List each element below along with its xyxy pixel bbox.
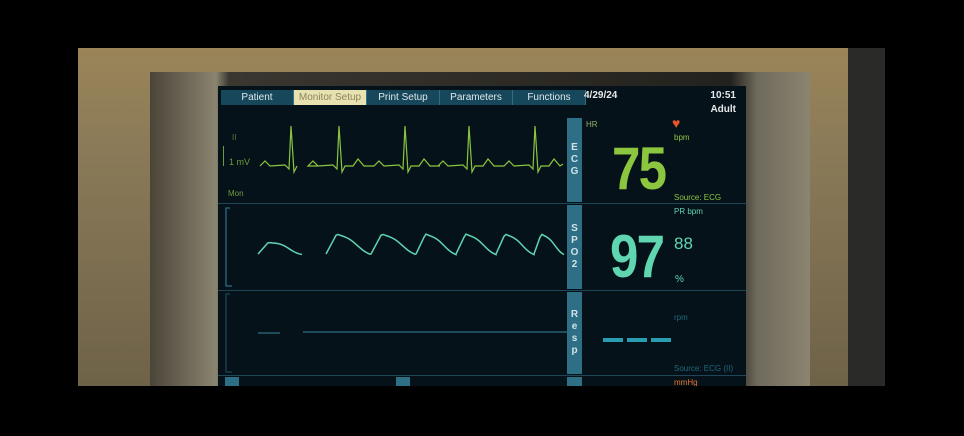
divider	[218, 375, 746, 376]
ecg-side-label[interactable]: ECG	[567, 118, 582, 202]
date: 4/29/24	[584, 90, 618, 101]
resp-unit: rpm	[674, 313, 688, 322]
hr-source: Source: ECG	[674, 193, 722, 202]
ecg-scale: 1 mV	[229, 157, 251, 167]
waveform-area	[225, 125, 567, 373]
tab-patient[interactable]: Patient	[221, 90, 294, 105]
hr-unit: bpm	[674, 133, 690, 142]
spo2-unit: %	[675, 274, 684, 285]
spo2-value: 97	[610, 223, 665, 290]
scroll-marker[interactable]	[225, 377, 239, 386]
spo2-waveform	[257, 241, 303, 256]
spo2-side-text: SPO2	[569, 223, 580, 271]
divider	[218, 203, 746, 204]
tab-functions[interactable]: Functions	[513, 90, 586, 105]
resp-side-label[interactable]: Resp	[567, 292, 582, 374]
monitor-screen: Patient Monitor Setup Print Setup Parame…	[218, 86, 746, 386]
spo2-bracket	[225, 207, 232, 287]
ecg-mode: Mon	[228, 189, 244, 198]
pr-label: PR bpm	[674, 207, 703, 216]
resp-side-text: Resp	[569, 309, 580, 357]
scroll-marker[interactable]	[396, 377, 410, 386]
ecg-waveform	[259, 125, 298, 175]
heart-icon: ♥	[672, 115, 681, 131]
menu-tabs: Patient Monitor Setup Print Setup Parame…	[221, 90, 586, 105]
hr-label: HR	[586, 120, 598, 129]
divider	[218, 290, 746, 291]
scale-bar	[223, 146, 224, 166]
pr-value: 88	[674, 234, 693, 253]
tab-parameters[interactable]: Parameters	[440, 90, 513, 105]
patient-type: Adult	[710, 104, 736, 115]
time: 10:51	[710, 90, 736, 101]
ecg-waveform	[306, 125, 564, 175]
resp-source: Source: ECG (II)	[674, 364, 734, 373]
ecg-side-text: ECG	[569, 142, 580, 178]
nibp-side-label[interactable]	[567, 377, 582, 386]
resp-bracket	[225, 293, 232, 373]
hr-value: 75	[612, 135, 667, 202]
spo2-waveform	[325, 233, 565, 256]
nibp-unit: mmHg	[674, 378, 698, 386]
tab-monitor-setup[interactable]: Monitor Setup	[294, 90, 367, 105]
bezel-edge	[848, 48, 885, 386]
resp-value-dashes	[603, 338, 671, 342]
tab-print-setup[interactable]: Print Setup	[367, 90, 440, 105]
spo2-side-label[interactable]: SPO2	[567, 205, 582, 289]
ecg-lead: II	[232, 133, 237, 142]
